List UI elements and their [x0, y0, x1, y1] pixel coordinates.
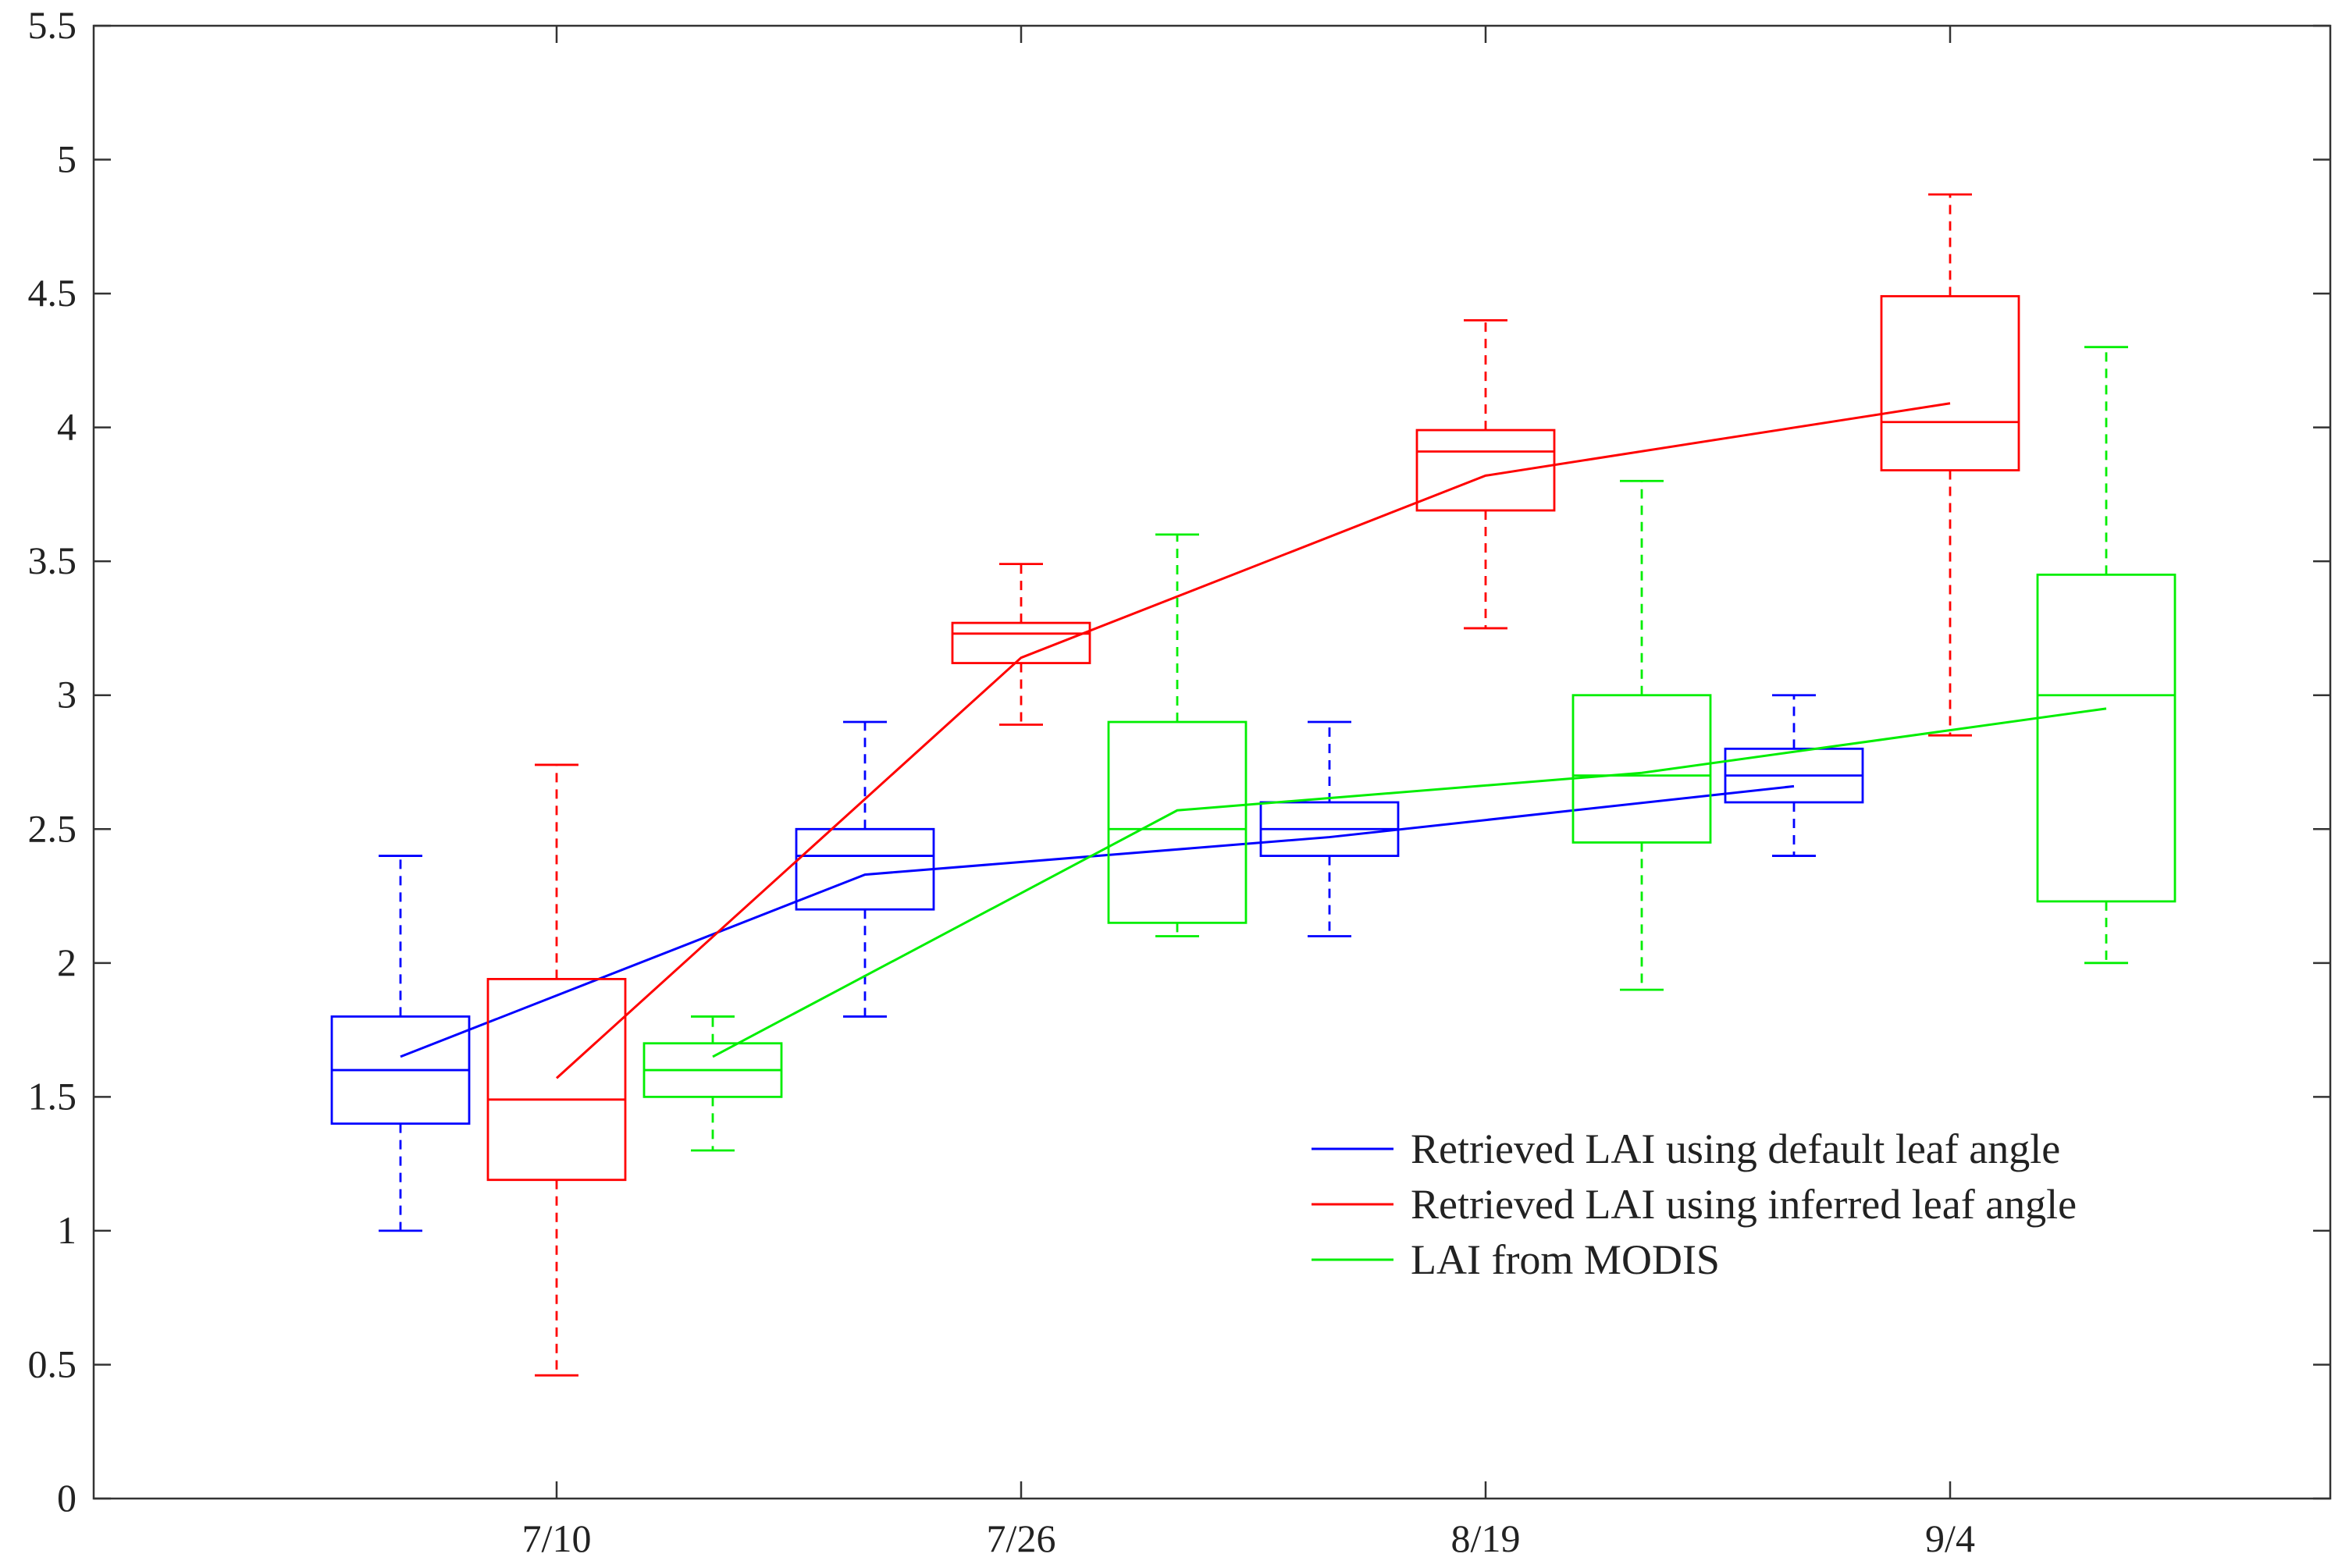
y-tick-label: 2 — [57, 940, 77, 984]
y-tick-label: 5 — [57, 137, 77, 181]
box-2-0 — [642, 1015, 783, 1152]
y-tick-label: 1 — [57, 1208, 77, 1252]
legend-label: Retrieved LAI using default leaf angle — [1411, 1125, 2060, 1172]
x-tick-label: 7/10 — [522, 1516, 592, 1560]
series-line-1 — [555, 402, 1951, 1079]
y-tick-label: 3.5 — [28, 539, 77, 582]
box-1-1 — [951, 563, 1091, 726]
iqr-box — [1415, 428, 1556, 512]
plot-frame — [92, 24, 2332, 1500]
legend-item-0: Retrieved LAI using default leaf angle — [1312, 1125, 2060, 1172]
box-0-2 — [1259, 720, 1400, 937]
box-0-0 — [330, 855, 471, 1232]
y-tick-label: 0 — [57, 1476, 77, 1520]
y-tick-label: 4.5 — [28, 271, 77, 315]
box-1-3 — [1880, 193, 2020, 737]
legend-label: Retrieved LAI using inferred leaf angle — [1411, 1181, 2077, 1228]
iqr-box — [486, 978, 627, 1182]
box-2-2 — [1571, 479, 1712, 991]
y-tick-label: 2.5 — [28, 806, 77, 850]
iqr-box — [2036, 573, 2176, 903]
iqr-box — [1571, 694, 1712, 844]
y-tick-label: 4 — [57, 405, 77, 449]
legend: Retrieved LAI using default leaf angle Re… — [1312, 1125, 2077, 1283]
x-axis: 7/10 7/26 8/19 9/4 — [522, 26, 1975, 1560]
iqr-box — [951, 621, 1091, 664]
y-tick-label: 1.5 — [28, 1074, 77, 1118]
y-tick-label: 0.5 — [28, 1342, 77, 1385]
x-tick-label: 7/26 — [987, 1516, 1056, 1560]
x-tick-label: 8/19 — [1451, 1516, 1521, 1560]
box-1-2 — [1415, 318, 1556, 630]
plot-area-border — [92, 24, 2332, 1500]
y-tick-label: 5.5 — [28, 3, 77, 47]
legend-item-1: Retrieved LAI using inferred leaf angle — [1312, 1181, 2077, 1228]
box-0-3 — [1724, 694, 1864, 857]
legend-label: LAI from MODIS — [1411, 1236, 1720, 1283]
box-0-1 — [795, 720, 935, 1018]
series-0 — [330, 694, 1864, 1232]
iqr-box — [1107, 720, 1248, 924]
x-tick-label: 9/4 — [1925, 1516, 1975, 1560]
box-2-3 — [2036, 346, 2176, 965]
box-2-1 — [1107, 533, 1248, 937]
series-1 — [486, 193, 2020, 1377]
box-1-0 — [486, 763, 627, 1377]
series-2 — [642, 346, 2176, 1152]
series-line-0 — [400, 784, 1795, 1058]
legend-item-2: LAI from MODIS — [1312, 1236, 1720, 1283]
y-tick-label: 3 — [57, 673, 77, 716]
series-line-2 — [712, 707, 2107, 1058]
iqr-box — [1880, 295, 2020, 471]
y-axis: 0 0.5 1 1.5 2 2.5 3 3.5 4 4.5 5 5.5 — [28, 3, 2330, 1520]
series-layer — [330, 193, 2176, 1377]
